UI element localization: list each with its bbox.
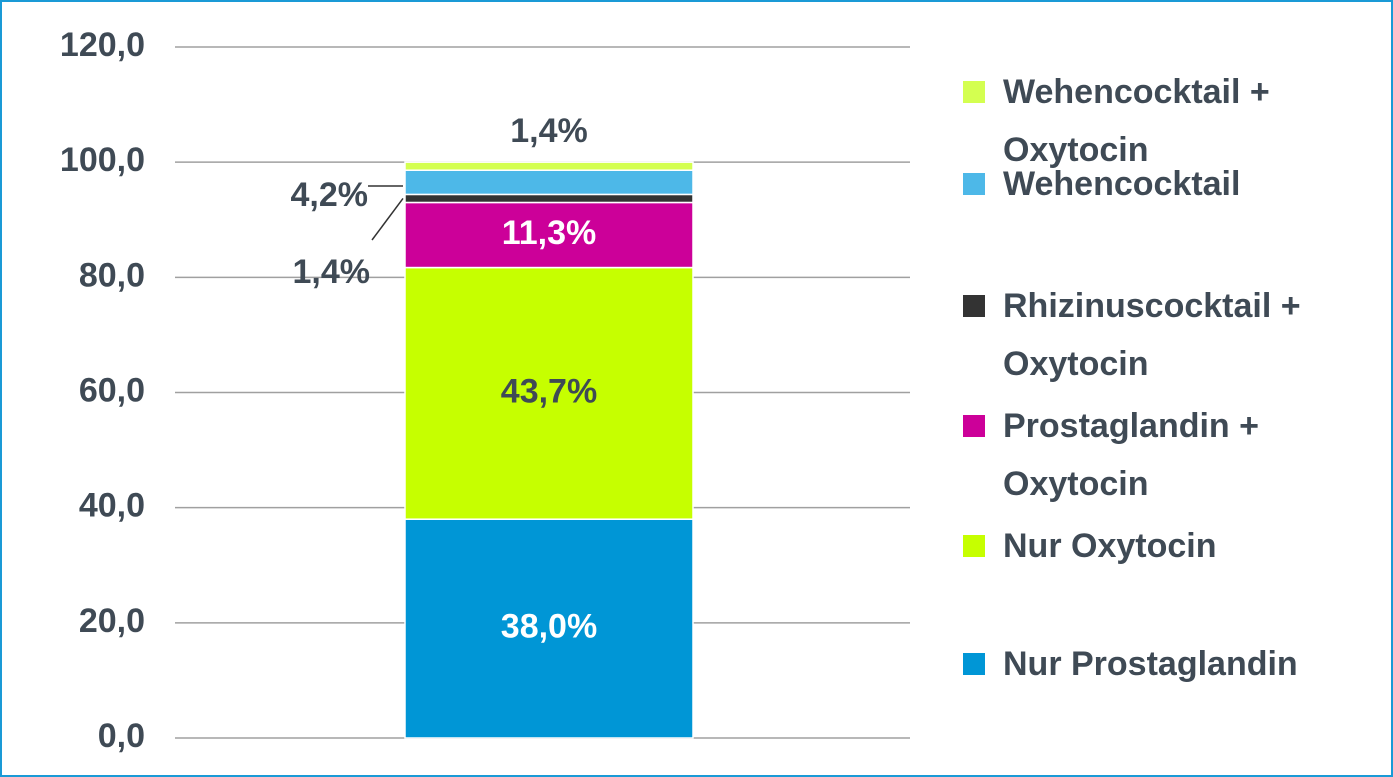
data-label: 11,3%: [502, 214, 597, 252]
y-tick-label: 40,0: [79, 487, 145, 525]
data-label: 4,2%: [291, 176, 369, 214]
legend-entry: Prostaglandin + Oxytocin: [963, 397, 1343, 513]
legend-swatch: [963, 535, 985, 557]
y-tick-label: 20,0: [79, 602, 145, 640]
legend-swatch: [963, 173, 985, 195]
y-tick-label: 80,0: [79, 256, 145, 294]
bar-segment: [404, 518, 694, 739]
bar-segment: [404, 193, 694, 204]
legend-swatch: [963, 415, 985, 437]
legend-label: Prostaglandin + Oxytocin: [1003, 407, 1259, 503]
y-tick-label: 60,0: [79, 371, 145, 409]
bar-segment: [404, 201, 694, 269]
legend-swatch: [963, 295, 985, 317]
legend-label: Rhizinuscocktail + Oxytocin: [1003, 287, 1301, 383]
legend-entry: Wehencocktail + Oxytocin: [963, 63, 1343, 179]
legend-entry: Wehencocktail: [963, 155, 1343, 213]
legend-label: Wehencocktail: [1003, 165, 1241, 203]
y-tick-label: 100,0: [60, 141, 145, 179]
data-label: 1,4%: [293, 253, 371, 291]
legend-entry: Rhizinuscocktail + Oxytocin: [963, 277, 1343, 393]
legend-entry: Nur Oxytocin: [963, 517, 1343, 575]
data-label: 38,0%: [501, 608, 597, 646]
legend-swatch: [963, 81, 985, 103]
leader-line: [371, 197, 404, 241]
legend-label: Nur Prostaglandin: [1003, 645, 1298, 683]
bar-segment: [404, 161, 694, 171]
y-tick-label: 0,0: [98, 717, 145, 755]
data-label: 43,7%: [501, 372, 597, 410]
legend-entry: Nur Prostaglandin: [963, 635, 1343, 693]
y-tick-label: 120,0: [60, 26, 145, 64]
legend-label: Nur Oxytocin: [1003, 527, 1217, 565]
legend-label: Wehencocktail + Oxytocin: [1003, 73, 1270, 169]
data-label: 1,4%: [510, 112, 588, 150]
legend-swatch: [963, 653, 985, 675]
bar-segment: [404, 169, 694, 196]
bar-segment: [404, 266, 694, 520]
